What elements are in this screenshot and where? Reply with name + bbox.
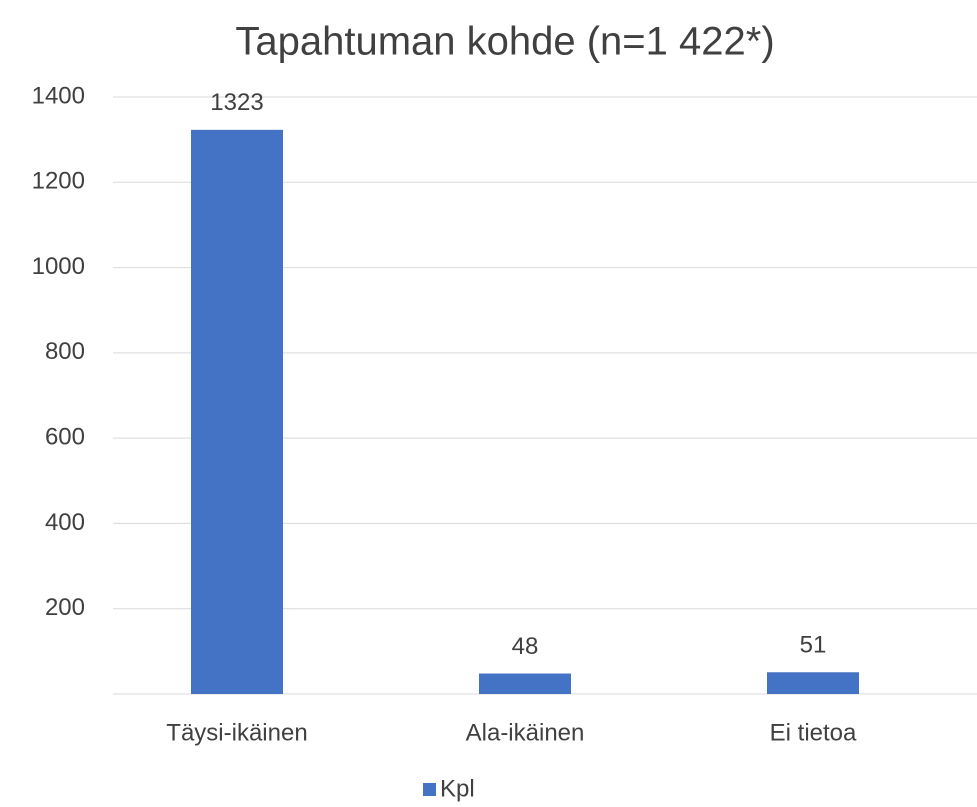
data-label: 51 — [800, 632, 827, 659]
y-tick-label: 800 — [45, 338, 85, 365]
y-tick-label: 400 — [45, 509, 85, 536]
y-tick-label: 200 — [45, 594, 85, 621]
y-tick-label: 1000 — [32, 253, 85, 280]
bar — [767, 672, 859, 694]
bar — [191, 129, 283, 694]
y-tick-label: 1200 — [32, 168, 85, 195]
data-label: 48 — [512, 633, 539, 660]
x-tick-label: Ei tietoa — [770, 719, 857, 746]
chart-title: Tapahtuman kohde (n=1 422*) — [235, 20, 774, 64]
bar — [479, 673, 571, 694]
legend-swatch — [423, 783, 436, 796]
data-label: 1323 — [210, 89, 263, 116]
x-tick-label: Täysi-ikäinen — [166, 719, 307, 746]
y-tick-label: 1400 — [32, 82, 85, 109]
legend-label: Kpl — [440, 775, 475, 802]
y-tick-label: 600 — [45, 423, 85, 450]
x-tick-label: Ala-ikäinen — [466, 719, 585, 746]
